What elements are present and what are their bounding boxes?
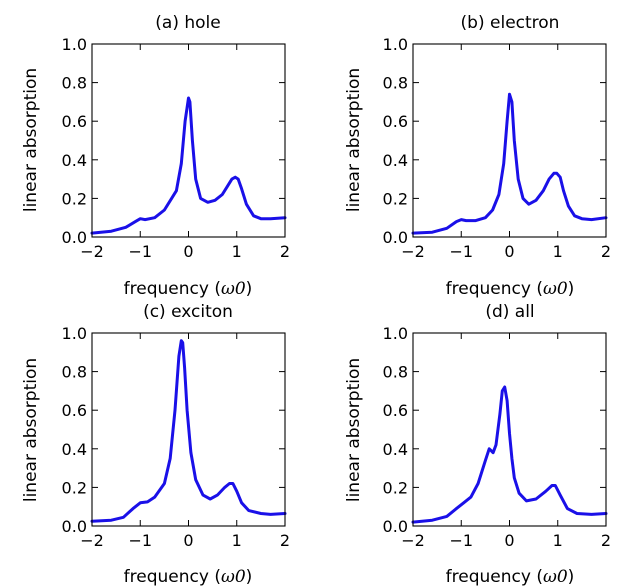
y-tick-label: 0.4	[383, 440, 408, 459]
series-line	[411, 92, 608, 235]
panel-title: (a) hole	[155, 13, 220, 33]
panel-c: (c) exciton linear absorption −2 −1 0 1 2 0.0…	[21, 302, 290, 586]
x-tick-label: 0	[183, 242, 193, 261]
x-axis-label-text: frequency	[446, 567, 531, 586]
x-tick-label: 2	[280, 531, 290, 550]
x-tick-label: 1	[232, 531, 242, 550]
x-tick-label: −1	[449, 531, 473, 550]
x-tick-label: −2	[401, 242, 425, 261]
x-tick-label: −2	[80, 531, 104, 550]
plot-frame	[412, 43, 607, 238]
x-tick-label: 0	[504, 242, 514, 261]
panel-a: (a) hole linear absorption −2 −1 0 1 2 0.0 0.2…	[21, 13, 290, 299]
panel-title: (b) electron	[461, 13, 560, 33]
panel-d: (d) all linear absorption −2 −1 0 1 2 0.0 0.2 0…	[344, 302, 611, 586]
x-axis-label: frequency (ω0)	[446, 279, 575, 299]
x-axis-unit: ω0	[221, 567, 246, 586]
x-tick-label: 1	[553, 242, 563, 261]
y-tick-label: 0.0	[383, 228, 408, 247]
y-tick-label: 0.8	[383, 363, 408, 382]
panel-title: (c) exciton	[143, 302, 233, 322]
x-axis-label: frequency (ω0)	[124, 567, 253, 586]
y-tick-label: 0.6	[62, 401, 87, 420]
y-axis-label: linear absorption	[344, 68, 364, 212]
x-tick-label: 2	[601, 242, 611, 261]
y-tick-label: 1.0	[62, 324, 87, 343]
y-tick-label: 0.8	[62, 74, 87, 93]
y-tick-label: 0.4	[62, 440, 87, 459]
y-tick-label: 0.2	[383, 189, 408, 208]
y-tick-label: 0.4	[383, 151, 408, 170]
x-tick-label: 1	[553, 531, 563, 550]
panel-title: (d) all	[485, 302, 534, 322]
y-tick-label: 0.6	[62, 112, 87, 131]
panel-b: (b) electron linear absorption −2 −1 0 1 2 0.…	[344, 13, 611, 299]
y-tick-label: 0.2	[62, 478, 87, 497]
x-tick-label: 0	[504, 531, 514, 550]
x-axis-label: frequency (ω0)	[446, 567, 575, 586]
y-tick-label: 0.8	[62, 363, 87, 382]
y-tick-label: 0.0	[383, 517, 408, 536]
y-tick-label: 0.4	[62, 151, 87, 170]
y-tick-label: 1.0	[383, 35, 408, 54]
x-axis-unit: ω0	[543, 279, 568, 299]
x-tick-label: 2	[280, 242, 290, 261]
series-line	[90, 339, 287, 523]
y-tick-label: 0.0	[62, 517, 87, 536]
y-axis-label: linear absorption	[21, 68, 41, 212]
x-axis-label-text: frequency	[124, 567, 209, 586]
y-tick-label: 1.0	[383, 324, 408, 343]
x-axis-label-text: frequency	[446, 279, 531, 299]
x-axis-unit: ω0	[543, 567, 568, 586]
y-tick-label: 0.2	[383, 478, 408, 497]
x-tick-label: −2	[80, 242, 104, 261]
plot-frame	[91, 43, 286, 238]
x-tick-label: 2	[601, 531, 611, 550]
y-tick-label: 0.8	[383, 74, 408, 93]
x-axis-unit: ω0	[221, 279, 246, 299]
y-axis-label: linear absorption	[344, 358, 364, 502]
series-line	[411, 385, 608, 524]
y-tick-label: 0.6	[383, 401, 408, 420]
y-axis-label: linear absorption	[21, 358, 41, 502]
y-tick-label: 1.0	[62, 35, 87, 54]
x-tick-label: −1	[449, 242, 473, 261]
x-tick-label: 1	[232, 242, 242, 261]
x-tick-label: −1	[128, 531, 152, 550]
y-tick-label: 0.2	[62, 189, 87, 208]
y-tick-label: 0.6	[383, 112, 408, 131]
y-tick-label: 0.0	[62, 228, 87, 247]
x-tick-label: −2	[401, 531, 425, 550]
x-axis-label: frequency (ω0)	[124, 279, 253, 299]
x-tick-label: −1	[128, 242, 152, 261]
x-axis-label-text: frequency	[124, 279, 209, 299]
series-line	[90, 96, 287, 235]
x-tick-label: 0	[183, 531, 193, 550]
